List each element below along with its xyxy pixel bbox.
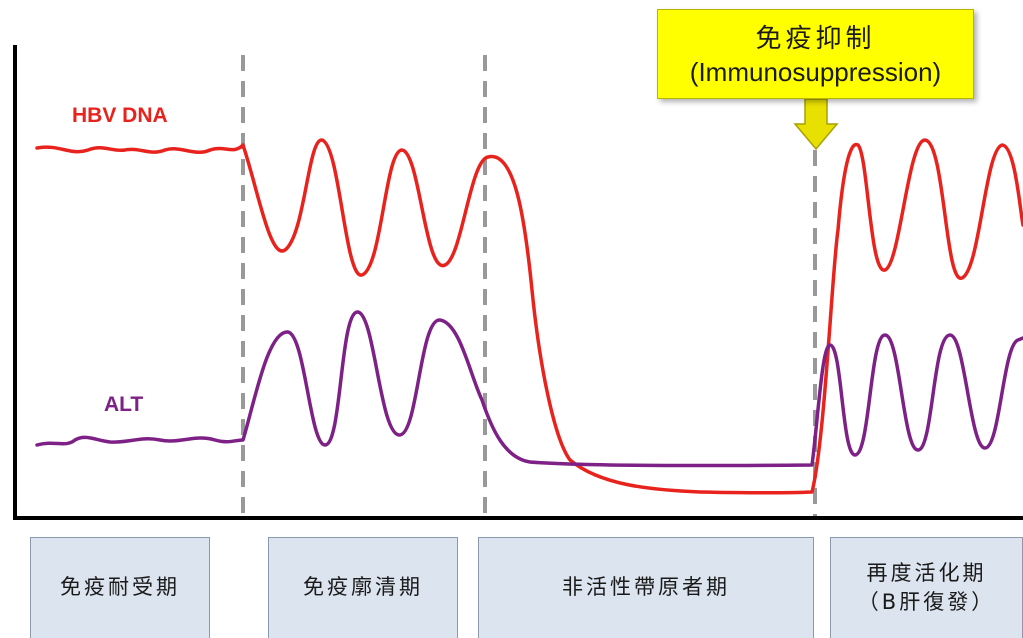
phase-immune-clearance: 免疫廓清期 <box>268 537 458 638</box>
hbv-dna-curve <box>35 138 1023 495</box>
phase-label: 再度活化期 <box>866 560 987 585</box>
phase-immune-tolerance: 免疫耐受期 <box>30 537 210 638</box>
phase-label: 免疫廓清期 <box>303 575 423 600</box>
phase-sublabel: （B肝復發） <box>857 590 996 614</box>
phase-label: 免疫耐受期 <box>60 575 180 600</box>
hbv-natural-history-diagram: HBV DNA ALT <box>13 45 1023 520</box>
immunosuppression-callout: 免疫抑制 (Immunosuppression) <box>657 9 974 99</box>
callout-title-en: (Immunosuppression) <box>689 57 942 87</box>
phase-reactivation: 再度活化期 （B肝復發） <box>830 537 1023 638</box>
hbv-dna-label: HBV DNA <box>72 104 168 127</box>
down-arrow-icon <box>793 98 839 151</box>
phase-inactive-carrier: 非活性帶原者期 <box>478 537 814 638</box>
alt-curve <box>35 310 1023 468</box>
callout-title-zh: 免疫抑制 <box>755 24 876 54</box>
alt-label: ALT <box>104 393 143 416</box>
phase-label: 非活性帶原者期 <box>562 575 730 600</box>
